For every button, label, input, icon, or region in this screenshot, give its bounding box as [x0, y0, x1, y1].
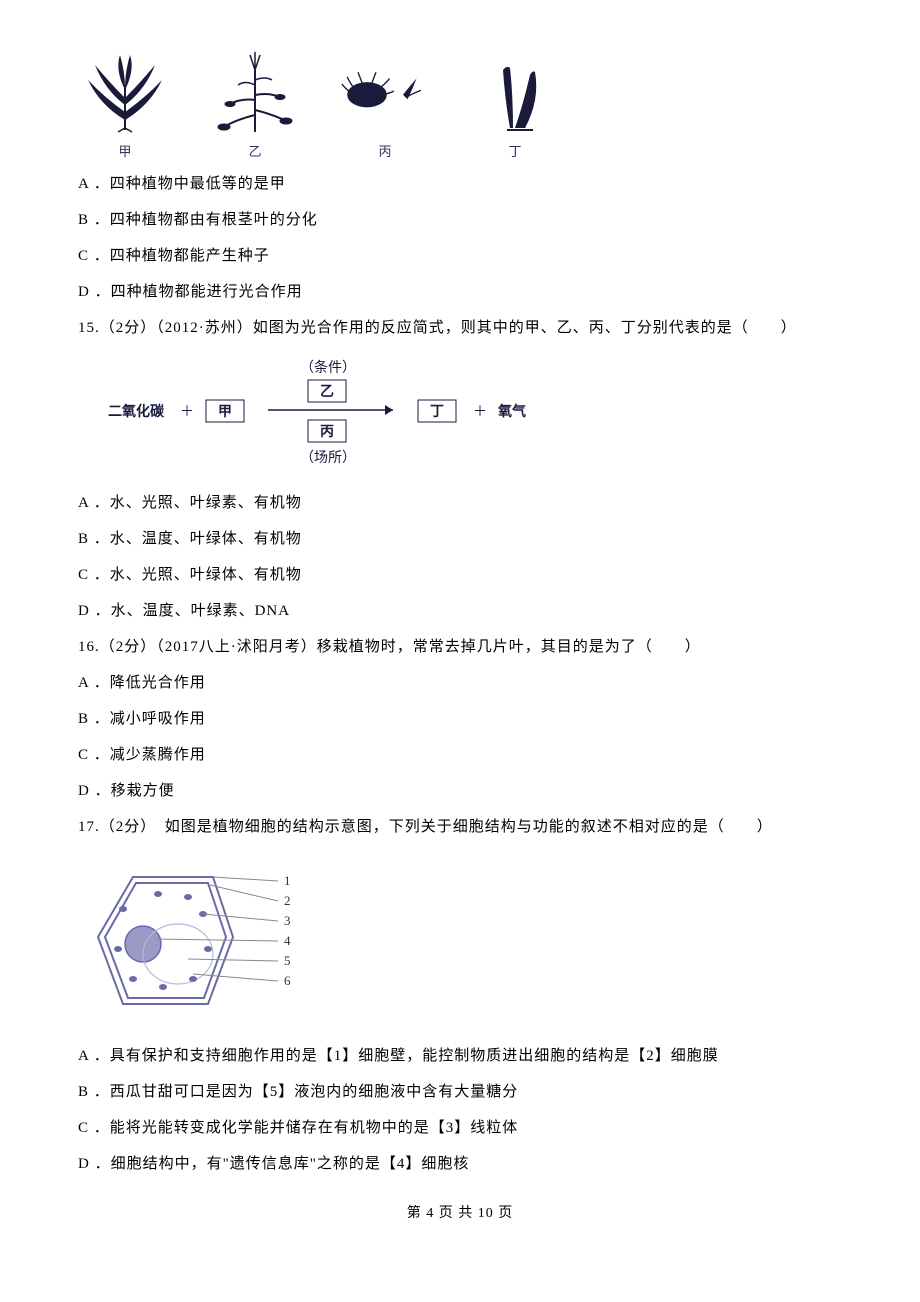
- cell-label-1: 1: [284, 873, 291, 888]
- ps-co2: 二氧化碳: [108, 403, 165, 420]
- q16-option-b[interactable]: B ．减小呼吸作用: [70, 701, 850, 737]
- plant-image-bing: [340, 50, 430, 135]
- cell-label-6: 6: [284, 973, 291, 988]
- plant-label-jia: 甲: [118, 141, 131, 160]
- cell-label-4: 4: [284, 933, 291, 948]
- cell-label-2: 2: [284, 893, 291, 908]
- ps-box-jia: 甲: [218, 404, 232, 420]
- q17-stem: 17.（2分） 如图是植物细胞的结构示意图，下列关于细胞结构与功能的叙述不相对应…: [70, 809, 850, 845]
- ps-top-label: （条件）: [300, 359, 356, 376]
- photosynthesis-diagram: （条件） 二氧化碳 ＋ 甲 乙 丙 丁 ＋ 氧气 （场所）: [78, 358, 850, 473]
- plant-yi: 乙: [210, 50, 300, 160]
- cell-diagram: 1 2 3 4 5 6: [78, 859, 850, 1024]
- ps-box-ding: 丁: [430, 405, 444, 420]
- plant-ding: 丁: [470, 50, 560, 160]
- plant-bing: 丙: [340, 50, 430, 160]
- q15-option-d[interactable]: D ．水、温度、叶绿素、DNA: [70, 593, 850, 629]
- q14-option-d[interactable]: D ．四种植物都能进行光合作用: [70, 274, 850, 310]
- plant-image-row: 甲 乙: [70, 50, 850, 160]
- q14-option-b[interactable]: B ．四种植物都由有根茎叶的分化: [70, 202, 850, 238]
- q16-option-d[interactable]: D ．移栽方便: [70, 773, 850, 809]
- plant-label-ding: 丁: [508, 141, 521, 160]
- page-footer: 第 4 页 共 10 页: [70, 1202, 850, 1222]
- q14-option-c[interactable]: C ．四种植物都能产生种子: [70, 238, 850, 274]
- q15-option-b[interactable]: B ．水、温度、叶绿体、有机物: [70, 521, 850, 557]
- ps-box-bing: 丙: [320, 424, 334, 440]
- q16-option-c[interactable]: C ．减少蒸腾作用: [70, 737, 850, 773]
- q15-stem: 15.（2分）（2012·苏州）如图为光合作用的反应简式，则其中的甲、乙、丙、丁…: [70, 310, 850, 346]
- ps-box-yi: 乙: [320, 384, 334, 400]
- ps-bottom-label: （场所）: [300, 450, 356, 466]
- plant-image-yi: [210, 50, 300, 135]
- q16-option-a[interactable]: A ．降低光合作用: [70, 665, 850, 701]
- plant-jia: 甲: [80, 50, 170, 160]
- ps-o2: 氧气: [497, 403, 526, 420]
- q17-option-c[interactable]: C ．能将光能转变成化学能并储存在有机物中的是【3】线粒体: [70, 1110, 850, 1146]
- q14-option-a[interactable]: A ．四种植物中最低等的是甲: [70, 166, 850, 202]
- q17-option-d[interactable]: D ．细胞结构中，有"遗传信息库"之称的是【4】细胞核: [70, 1146, 850, 1182]
- q16-stem: 16.（2分）（2017八上·沭阳月考）移栽植物时，常常去掉几片叶，其目的是为了…: [70, 629, 850, 665]
- cell-label-5: 5: [284, 953, 291, 968]
- q15-option-c[interactable]: C ．水、光照、叶绿体、有机物: [70, 557, 850, 593]
- plant-image-ding: [470, 50, 560, 135]
- q17-option-a[interactable]: A ．具有保护和支持细胞作用的是【1】细胞壁，能控制物质进出细胞的结构是【2】细…: [70, 1038, 850, 1074]
- cell-label-3: 3: [284, 913, 291, 928]
- q15-option-a[interactable]: A ．水、光照、叶绿素、有机物: [70, 485, 850, 521]
- plant-image-jia: [80, 50, 170, 135]
- q17-option-b[interactable]: B ．西瓜甘甜可口是因为【5】液泡内的细胞液中含有大量糖分: [70, 1074, 850, 1110]
- ps-plus2: ＋: [473, 405, 487, 420]
- ps-plus1: ＋: [180, 405, 194, 420]
- plant-label-bing: 丙: [378, 141, 391, 160]
- plant-label-yi: 乙: [248, 141, 261, 160]
